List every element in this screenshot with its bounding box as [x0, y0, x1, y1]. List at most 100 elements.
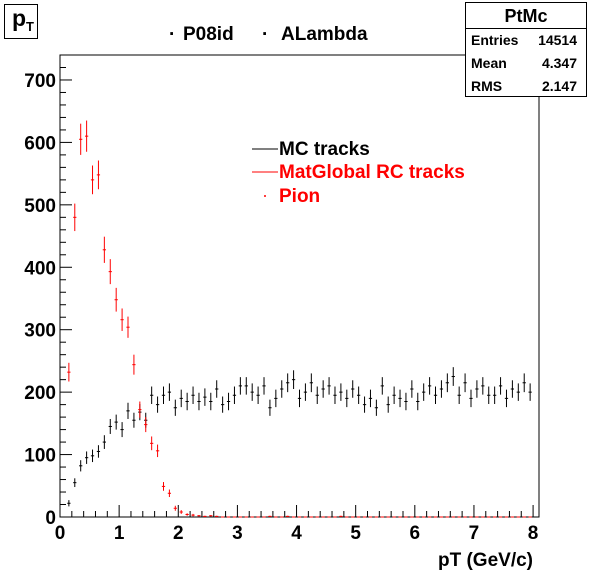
data-point-mc — [351, 380, 355, 398]
stats-value: 4.347 — [541, 55, 577, 71]
y-tick-label: 700 — [24, 71, 56, 92]
data-point-mc — [291, 370, 296, 390]
data-point-rc — [191, 513, 195, 517]
data-point-rc — [215, 515, 219, 517]
data-point-rc — [79, 123, 83, 155]
x-tick-label: 3 — [232, 523, 243, 544]
legend-label-mc: MC tracks — [279, 139, 370, 160]
data-point-rc — [155, 444, 160, 458]
data-point-mc — [79, 460, 83, 472]
data-point-mc — [203, 388, 207, 406]
data-point-mc — [262, 377, 266, 395]
data-point-mc — [73, 478, 77, 488]
data-point-mc — [173, 399, 177, 416]
data-point-rc — [197, 515, 201, 517]
legend-label-rc: MatGlobal RC tracks — [279, 162, 465, 183]
data-point-rc — [144, 417, 148, 433]
canvas-label: p — [12, 5, 27, 31]
data-point-mc — [232, 386, 237, 404]
data-point-mc — [90, 449, 95, 463]
y-tick-label: 600 — [24, 133, 56, 154]
data-point-rc — [102, 236, 106, 263]
canvas-label-box: p T — [4, 4, 38, 39]
data-point-rc — [150, 436, 154, 451]
data-point-mc — [191, 386, 195, 404]
x-tick-label: 8 — [528, 523, 539, 544]
legend-label-pion: Pion — [279, 186, 321, 207]
y-tick-label: 200 — [24, 383, 56, 404]
data-point-rc — [286, 515, 290, 517]
stats-key: RMS — [471, 78, 503, 94]
data-point-mc — [114, 414, 118, 430]
data-point-mc — [333, 386, 337, 404]
data-point-rc — [90, 165, 95, 195]
x-tick-label: 5 — [350, 523, 361, 544]
data-point-mc — [463, 373, 467, 393]
data-point-mc — [102, 435, 106, 449]
data-point-mc — [510, 380, 515, 398]
data-point-mc — [404, 392, 408, 411]
data-point-mc — [487, 386, 491, 404]
data-point-mc — [132, 412, 136, 428]
data-point-mc — [433, 386, 438, 404]
x-axis-label: pT (GeV/c) — [438, 550, 533, 571]
data-point-mc — [380, 377, 384, 395]
data-point-mc — [339, 383, 343, 401]
axes: 0 1 2 3 4 5 6 7 8 0 100 200 300 400 500 600 700 — [24, 54, 539, 544]
plot-frame — [59, 54, 540, 518]
data-point-mc — [209, 392, 213, 411]
data-point-mc — [96, 445, 101, 458]
title-marker-left: · — [169, 24, 176, 45]
data-point-rc — [67, 362, 71, 382]
data-point-mc — [161, 386, 166, 404]
data-point-mc — [445, 373, 449, 393]
data-point-mc — [528, 383, 532, 401]
data-point-mc — [427, 377, 432, 395]
data-point-rc — [268, 515, 272, 517]
stats-key: Mean — [471, 55, 507, 71]
data-point-mc — [410, 380, 414, 398]
data-marks — [67, 120, 532, 518]
x-tick-label: 4 — [291, 523, 302, 544]
data-point-mc — [457, 386, 461, 404]
data-point-mc — [244, 377, 248, 395]
data-point-mc — [179, 389, 183, 408]
data-point-mc — [362, 396, 367, 413]
data-point-mc — [368, 389, 373, 408]
data-point-mc — [481, 377, 485, 395]
stats-divider — [466, 28, 586, 29]
data-point-rc — [108, 259, 112, 285]
data-point-mc — [439, 380, 444, 398]
title-marker-right: · — [262, 24, 269, 45]
stats-key: Entries — [471, 32, 519, 48]
data-point-mc — [150, 386, 154, 404]
data-point-mc — [226, 392, 231, 411]
data-point-mc — [522, 373, 526, 393]
data-point-mc — [498, 377, 503, 395]
data-point-rc — [96, 160, 101, 190]
data-point-mc — [357, 386, 361, 404]
data-point-mc — [280, 380, 284, 398]
stats-value: 14514 — [538, 32, 577, 48]
data-point-rc — [84, 120, 89, 152]
canvas-label-subscript: T — [26, 19, 34, 34]
data-point-rc — [161, 482, 166, 491]
data-point-mc — [392, 386, 396, 404]
data-point-mc — [493, 386, 497, 404]
data-point-mc — [286, 373, 290, 393]
data-point-mc — [220, 396, 225, 413]
data-point-mc — [256, 386, 260, 404]
data-point-mc — [309, 373, 313, 393]
data-point-mc — [67, 500, 71, 507]
data-point-rc — [173, 505, 177, 511]
stats-value: 2.147 — [541, 78, 577, 94]
stats-row-entries: Entries 14514 — [466, 29, 586, 51]
data-point-mc — [398, 389, 402, 408]
data-point-rc — [185, 513, 189, 516]
data-point-mc — [167, 383, 172, 401]
data-point-mc — [422, 383, 426, 401]
data-point-rc — [203, 515, 207, 517]
x-tick-label: 1 — [114, 523, 125, 544]
data-point-mc — [386, 396, 390, 413]
